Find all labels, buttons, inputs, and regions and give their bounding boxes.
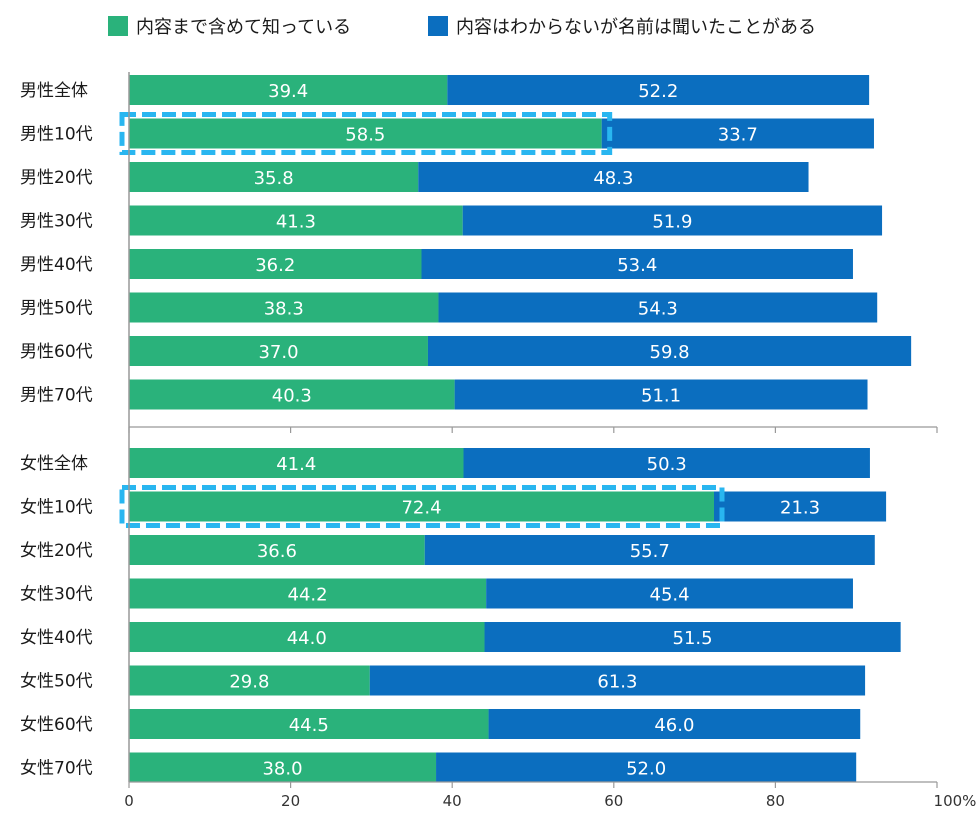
bar-segment-series1: [129, 205, 463, 236]
bar-segment-series2: [486, 578, 853, 609]
data-label: 51.1: [641, 386, 681, 407]
data-label: 59.8: [650, 342, 690, 363]
bar-segment-series1: [129, 292, 439, 323]
category-label: 女性70代: [20, 759, 93, 779]
category-label: 男性全体: [20, 81, 88, 101]
category-label: 女性20代: [20, 541, 93, 561]
bar-segment-series1: [129, 709, 489, 739]
data-label: 44.0: [287, 628, 327, 649]
bar-segment-series2: [484, 622, 901, 652]
bar-segment-series2: [447, 75, 870, 105]
legend-swatch-1: [108, 16, 128, 36]
data-label: 44.2: [288, 585, 328, 606]
bar-segment-series1: [129, 249, 422, 279]
data-label: 51.5: [673, 628, 713, 649]
data-label: 36.6: [257, 541, 297, 562]
bar-segment-series2: [601, 118, 874, 149]
bar-segment-series2: [438, 292, 878, 323]
data-label: 48.3: [593, 168, 633, 189]
data-label: 40.3: [272, 386, 312, 407]
x-tick-label: 20: [281, 792, 300, 810]
category-label: 男性20代: [20, 168, 93, 188]
category-label: 男性60代: [20, 342, 93, 362]
data-label: 38.3: [264, 299, 304, 320]
highlight-frame: [119, 112, 613, 155]
bar-segment-series1: [129, 162, 419, 192]
data-label: 37.0: [258, 342, 298, 363]
bar-segment-series1: [129, 379, 455, 410]
data-label: 33.7: [718, 125, 758, 146]
category-label: 女性60代: [20, 715, 93, 735]
bar-segment-series2: [436, 752, 857, 783]
bar-segment-series2: [463, 448, 870, 478]
data-label: 54.3: [638, 299, 678, 320]
data-label: 21.3: [780, 498, 820, 519]
bar-segment-series1: [129, 336, 428, 366]
data-label: 36.2: [255, 255, 295, 276]
category-label: 男性10代: [20, 125, 93, 145]
data-label: 72.4: [401, 498, 441, 519]
data-label: 38.0: [262, 759, 302, 780]
data-label: 41.3: [276, 212, 316, 233]
data-label: 39.4: [268, 81, 308, 102]
category-label: 女性10代: [20, 498, 93, 518]
bar-segment-series2: [713, 491, 887, 522]
data-label: 50.3: [647, 454, 687, 475]
bar-segment-series2: [369, 665, 866, 696]
bar-segment-series2: [427, 336, 912, 366]
bar-segment-series2: [424, 535, 875, 565]
bar-segment-series2: [488, 709, 861, 739]
category-label: 女性全体: [20, 454, 88, 474]
legend-swatch-2: [428, 16, 448, 36]
data-label: 58.5: [345, 125, 385, 146]
bar-segment-series1: [129, 535, 425, 565]
category-label: 男性70代: [20, 386, 93, 406]
data-label: 51.9: [652, 212, 692, 233]
data-label: 52.0: [626, 759, 666, 780]
data-label: 29.8: [229, 672, 269, 693]
data-label: 46.0: [654, 715, 694, 736]
x-tick-label: 80: [766, 792, 785, 810]
x-tick-label: 40: [443, 792, 462, 810]
bar-segment-series1: [129, 491, 714, 522]
x-tick-label: 60: [604, 792, 623, 810]
bar-segment-series1: [129, 578, 487, 609]
category-label: 男性40代: [20, 255, 93, 275]
bar-segment-series2: [454, 379, 868, 410]
category-label: 女性40代: [20, 628, 93, 648]
data-label: 45.4: [650, 585, 690, 606]
bar-segment-series1: [129, 622, 485, 652]
data-label: 35.8: [254, 168, 294, 189]
bar-segment-series1: [129, 448, 464, 478]
category-label: 男性30代: [20, 212, 93, 232]
bar-segment-series2: [418, 162, 809, 192]
data-label: 44.5: [289, 715, 329, 736]
legend-label-1: 内容まで含めて知っている: [136, 17, 351, 38]
bar-segment-series2: [462, 205, 883, 236]
legend-label-2: 内容はわからないが名前は聞いたことがある: [456, 17, 816, 38]
bar-segment-series1: [129, 118, 602, 149]
bar-segment-series1: [129, 665, 370, 696]
data-label: 61.3: [597, 672, 637, 693]
category-label: 男性50代: [20, 299, 93, 319]
category-label: 女性30代: [20, 585, 93, 605]
data-label: 52.2: [638, 81, 678, 102]
data-label: 41.4: [276, 454, 316, 475]
x-tick-label: 0: [124, 792, 134, 810]
x-tick-label: 100%: [934, 792, 977, 810]
category-label: 女性50代: [20, 672, 93, 692]
data-label: 55.7: [630, 541, 670, 562]
bar-segment-series1: [129, 752, 437, 783]
data-label: 53.4: [617, 255, 657, 276]
bar-segment-series1: [129, 75, 448, 105]
bar-segment-series2: [421, 249, 853, 279]
